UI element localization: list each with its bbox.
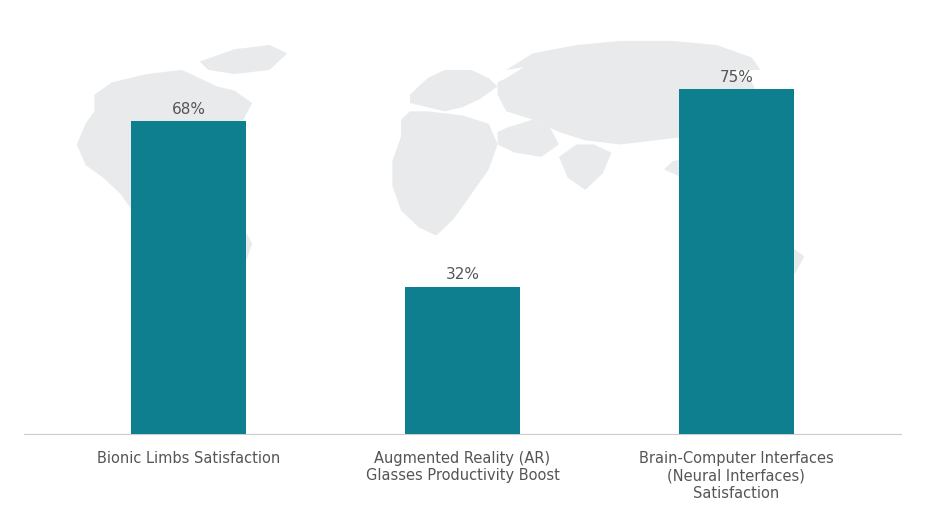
Polygon shape [506, 41, 760, 70]
Bar [405, 287, 520, 435]
Polygon shape [392, 111, 498, 235]
Polygon shape [77, 70, 253, 219]
Bar [679, 89, 794, 435]
Text: 68%: 68% [172, 102, 205, 117]
Polygon shape [752, 95, 778, 111]
Bar [131, 121, 246, 435]
Polygon shape [410, 70, 498, 111]
Polygon shape [664, 157, 717, 178]
Polygon shape [559, 144, 611, 190]
Polygon shape [165, 219, 253, 310]
Text: 75%: 75% [720, 70, 753, 84]
Polygon shape [498, 49, 760, 144]
Polygon shape [682, 240, 805, 289]
Polygon shape [498, 120, 559, 157]
Text: 32%: 32% [446, 267, 479, 282]
Polygon shape [200, 45, 287, 74]
